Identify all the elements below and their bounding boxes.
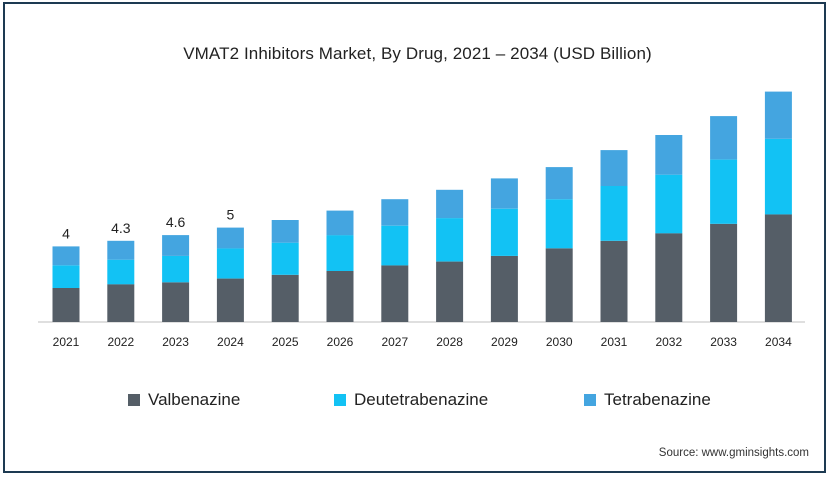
bar-deutetrabenazine-2032: [655, 174, 683, 234]
x-tick-label: 2031: [601, 335, 628, 349]
bar-deutetrabenazine-2028: [436, 218, 464, 262]
bar-tetrabenazine-2024: [216, 227, 244, 249]
x-tick-label: 2022: [107, 335, 134, 349]
legend-swatch-valbenazine: [128, 394, 140, 406]
bar-deutetrabenazine-2021: [52, 265, 80, 288]
x-tick-label: 2034: [765, 335, 792, 349]
bar-valbenazine-2025: [271, 274, 299, 322]
bar-deutetrabenazine-2031: [600, 186, 628, 241]
chart-frame: [3, 2, 826, 473]
bar-tetrabenazine-2033: [710, 116, 738, 160]
bar-deutetrabenazine-2022: [107, 259, 135, 285]
bar-tetrabenazine-2027: [381, 199, 409, 226]
bar-valbenazine-2033: [710, 223, 738, 322]
bar-tetrabenazine-2023: [162, 235, 190, 256]
bar-valbenazine-2022: [107, 284, 135, 322]
bar-tetrabenazine-2032: [655, 135, 683, 175]
bar-valbenazine-2023: [162, 282, 190, 322]
bar-tetrabenazine-2026: [326, 210, 354, 236]
chart-legend: Valbenazine Deutetrabenazine Tetrabenazi…: [0, 390, 835, 414]
x-tick-label: 2032: [655, 335, 682, 349]
bar-tetrabenazine-2022: [107, 240, 135, 260]
bar-tetrabenazine-2025: [271, 220, 299, 243]
data-label: 4.6: [166, 214, 186, 230]
legend-swatch-tetrabenazine: [584, 394, 596, 406]
bar-deutetrabenazine-2034: [764, 138, 792, 215]
bar-deutetrabenazine-2026: [326, 235, 354, 271]
bar-tetrabenazine-2034: [764, 91, 792, 139]
data-label: 4.3: [111, 220, 131, 236]
legend-item-valbenazine: Valbenazine: [128, 390, 240, 410]
bar-valbenazine-2030: [545, 248, 573, 322]
chart-title: VMAT2 Inhibitors Market, By Drug, 2021 –…: [183, 44, 652, 63]
x-tick-label: 2024: [217, 335, 244, 349]
legend-label-tetrabenazine: Tetrabenazine: [604, 390, 711, 409]
data-label: 4: [62, 225, 70, 241]
bar-tetrabenazine-2030: [545, 167, 573, 200]
x-tick-label: 2033: [710, 335, 737, 349]
legend-item-tetrabenazine: Tetrabenazine: [584, 390, 711, 410]
bar-valbenazine-2021: [52, 288, 80, 322]
legend-label-valbenazine: Valbenazine: [148, 390, 241, 409]
data-label: 5: [227, 207, 235, 223]
x-tick-label: 2028: [436, 335, 463, 349]
bar-deutetrabenazine-2025: [271, 242, 299, 275]
bar-deutetrabenazine-2027: [381, 225, 409, 266]
x-tick-label: 2025: [272, 335, 299, 349]
bar-tetrabenazine-2021: [52, 246, 80, 266]
bar-valbenazine-2028: [436, 261, 464, 322]
legend-item-deutetrabenazine: Deutetrabenazine: [334, 390, 488, 410]
x-tick-label: 2029: [491, 335, 518, 349]
bar-valbenazine-2026: [326, 271, 354, 322]
legend-swatch-deutetrabenazine: [334, 394, 346, 406]
source-note: Source: www.gminsights.com: [658, 447, 809, 459]
bar-deutetrabenazine-2033: [710, 159, 738, 224]
bar-deutetrabenazine-2029: [490, 208, 518, 256]
x-tick-label: 2027: [381, 335, 408, 349]
bar-valbenazine-2031: [600, 240, 628, 322]
x-tick-label: 2030: [546, 335, 573, 349]
bar-valbenazine-2032: [655, 233, 683, 322]
bar-tetrabenazine-2029: [490, 178, 518, 209]
bar-deutetrabenazine-2030: [545, 199, 573, 249]
x-tick-label: 2021: [53, 335, 80, 349]
bar-valbenazine-2029: [490, 255, 518, 322]
x-tick-label: 2023: [162, 335, 189, 349]
x-tick-label: 2026: [327, 335, 354, 349]
bar-deutetrabenazine-2023: [162, 255, 190, 283]
bar-tetrabenazine-2028: [436, 189, 464, 219]
bar-valbenazine-2027: [381, 265, 409, 322]
bar-deutetrabenazine-2024: [216, 248, 244, 279]
bar-valbenazine-2024: [216, 278, 244, 322]
bar-tetrabenazine-2031: [600, 150, 628, 186]
bar-valbenazine-2034: [764, 214, 792, 322]
legend-label-deutetrabenazine: Deutetrabenazine: [354, 390, 489, 409]
